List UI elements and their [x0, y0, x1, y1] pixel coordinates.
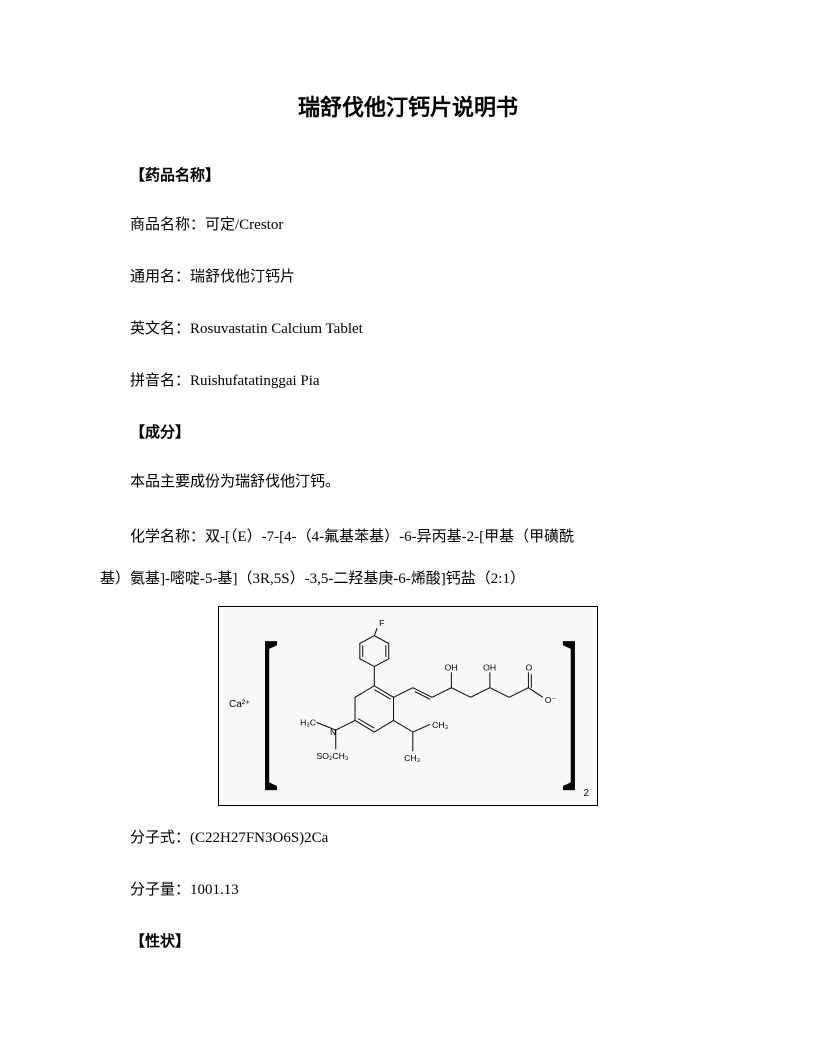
structure-diagram: Ca²⁺ [ ] 2 — [218, 606, 598, 806]
generic-name: 通用名：瑞舒伐他汀钙片 — [100, 265, 716, 289]
atom-h3c: H₃C — [300, 717, 316, 727]
section-ingredients: 【成分】 — [100, 421, 716, 442]
atom-so2ch3: SO₂CH₃ — [317, 751, 349, 761]
ca-label: Ca²⁺ — [229, 699, 250, 710]
atom-oh-1: OH — [445, 662, 458, 672]
atom-oh-2: OH — [483, 662, 496, 672]
atom-o: O — [526, 662, 533, 672]
atom-ominus: O⁻ — [545, 695, 557, 705]
molecular-formula: 分子式：(C22H27FN3O6S)2Ca — [100, 826, 716, 850]
section-properties: 【性状】 — [100, 930, 716, 951]
section-drug-name: 【药品名称】 — [100, 164, 716, 185]
bracket-right: ] — [561, 613, 579, 798]
subscript-2: 2 — [583, 788, 589, 799]
atom-n: N — [330, 727, 336, 737]
atom-f: F — [379, 618, 384, 628]
atom-ch3-2: CH₃ — [404, 753, 421, 763]
english-name: 英文名：Rosuvastatin Calcium Tablet — [100, 317, 716, 341]
molecular-weight: 分子量：1001.13 — [100, 878, 716, 902]
structure-diagram-container: Ca²⁺ [ ] 2 — [100, 606, 716, 806]
pinyin-name: 拼音名：Ruishufatatinggai Pia — [100, 369, 716, 393]
bracket-left: [ — [261, 613, 279, 798]
atom-ch3-1: CH₃ — [432, 720, 449, 730]
chemical-name-1: 化学名称：双-[（E）-7-[4-（4-氟基苯基）-6-异丙基-2-[甲基（甲磺… — [100, 522, 716, 552]
trade-name: 商品名称：可定/Crestor — [100, 213, 716, 237]
chemical-name-2: 基）氨基]-嘧啶-5-基]（3R,5S）-3,5-二羟基庚-6-烯酸]钙盐（2:… — [100, 564, 716, 594]
molecule-svg: F H₃C SO₂CH₃ CH₃ CH₃ OH OH O O⁻ N — [225, 613, 591, 799]
document-title: 瑞舒伐他汀钙片说明书 — [100, 90, 716, 122]
main-ingredient: 本品主要成份为瑞舒伐他汀钙。 — [100, 470, 716, 494]
